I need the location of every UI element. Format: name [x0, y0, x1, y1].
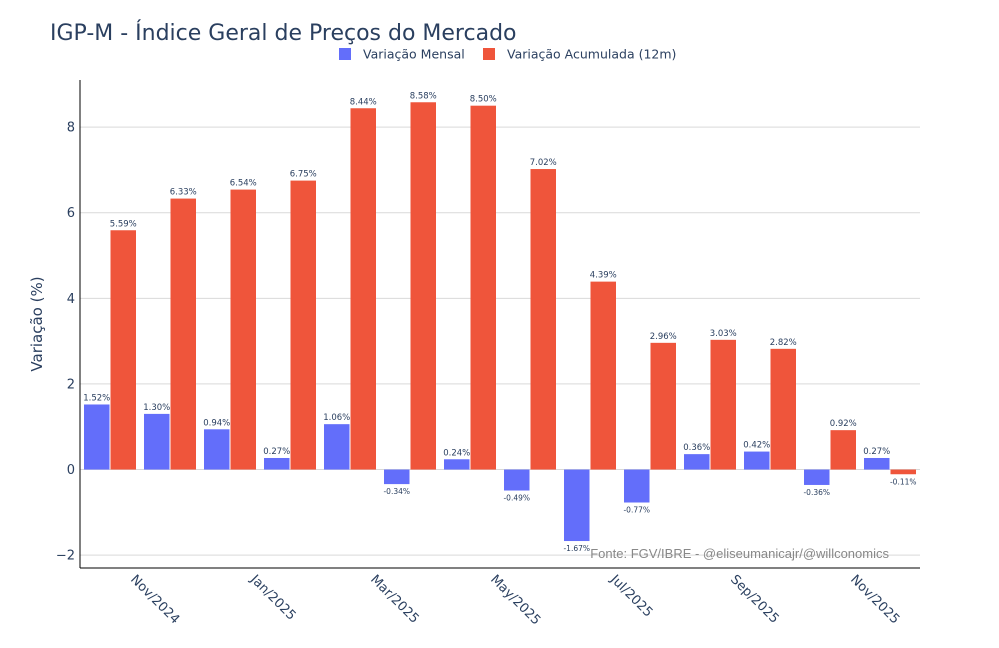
label-monthly-Jul/2025: -0.77% [623, 506, 650, 515]
label-accumulated-Sep/2025: 2.82% [770, 338, 797, 348]
bars [84, 102, 917, 542]
bar-accumulated-Nov/2025[interactable] [890, 469, 917, 475]
label-accumulated-Apr/2025: 8.50% [470, 95, 497, 105]
y-tick-label: 0 [67, 463, 75, 478]
y-axis-label: Variação (%) [28, 276, 46, 371]
label-accumulated-Jan/2025: 6.75% [290, 170, 317, 180]
label-accumulated-Oct/2025: 0.92% [830, 419, 857, 429]
legend-swatch-monthly [339, 48, 351, 60]
label-accumulated-Nov/2025: -0.11% [890, 477, 917, 486]
label-accumulated-Feb/2025: 8.44% [350, 97, 377, 107]
y-tick-label: −2 [56, 549, 75, 564]
bar-monthly-Feb/2025[interactable] [324, 424, 350, 470]
bar-monthly-Oct/2025[interactable] [804, 469, 830, 485]
x-axis-ticks: Nov/2024 Jan/2025 Mar/2025 May/2025 Jul/2025… [127, 572, 902, 629]
legend-item-monthly[interactable]: Variação Mensal [339, 47, 465, 62]
legend-item-accumulated[interactable]: Variação Acumulada (12m) [483, 47, 676, 62]
x-tick-label: Nov/2024 [127, 572, 182, 627]
y-tick-label: 2 [67, 377, 75, 392]
label-monthly-Apr/2025: 0.24% [443, 448, 470, 458]
bar-accumulated-Dec/2024[interactable] [230, 189, 257, 470]
label-accumulated-Nov/2024: 6.33% [170, 188, 197, 198]
data-labels: 1.52% 5.59% 1.30% 6.33% 0.94% 6.54% 0.27% 6.75%… [83, 91, 916, 553]
bar-accumulated-Nov/2024[interactable] [170, 198, 197, 470]
chart-title: IGP-M - Índice Geral de Preços do Mercad… [50, 20, 517, 46]
bar-accumulated-Apr/2025[interactable] [470, 105, 497, 470]
bar-accumulated-Mar/2025[interactable] [410, 102, 437, 470]
bar-accumulated-Aug/2025[interactable] [710, 339, 737, 470]
label-monthly-Oct/2024: 1.52% [83, 393, 110, 403]
bar-accumulated-Oct/2025[interactable] [830, 430, 857, 470]
bar-accumulated-Oct/2024[interactable] [110, 230, 137, 470]
legend-label-accumulated: Variação Acumulada (12m) [507, 47, 676, 62]
bar-monthly-Nov/2024[interactable] [144, 413, 170, 470]
bar-monthly-Aug/2025[interactable] [684, 454, 710, 470]
label-monthly-Sep/2025: 0.42% [743, 441, 770, 451]
legend[interactable]: Variação Mensal Variação Acumulada (12m) [339, 47, 676, 62]
source-annotation: Fonte: FGV/IBRE - @eliseumanicajr/@willc… [590, 546, 889, 561]
bar-monthly-Mar/2025[interactable] [384, 469, 410, 485]
label-monthly-Jan/2025: 0.27% [263, 447, 290, 457]
label-accumulated-Mar/2025: 8.58% [410, 91, 437, 101]
bar-monthly-Apr/2025[interactable] [444, 459, 470, 470]
legend-swatch-accumulated [483, 48, 495, 60]
label-monthly-Nov/2024: 1.30% [143, 403, 170, 413]
x-tick-label: Mar/2025 [367, 572, 421, 626]
label-accumulated-Jul/2025: 2.96% [650, 332, 677, 342]
y-tick-label: 6 [67, 206, 75, 221]
bar-monthly-May/2025[interactable] [504, 469, 530, 491]
bar-accumulated-Sep/2025[interactable] [770, 348, 797, 470]
bar-monthly-Jan/2025[interactable] [264, 457, 290, 470]
axes [79, 80, 920, 569]
y-tick-label: 4 [67, 292, 75, 307]
bar-monthly-Nov/2025[interactable] [864, 457, 890, 470]
label-monthly-Nov/2025: 0.27% [863, 447, 890, 457]
label-accumulated-Dec/2024: 6.54% [230, 179, 257, 189]
bar-accumulated-Jun/2025[interactable] [590, 281, 617, 470]
label-accumulated-Jun/2025: 4.39% [590, 271, 617, 281]
bar-accumulated-Feb/2025[interactable] [350, 108, 377, 470]
label-accumulated-May/2025: 7.02% [530, 158, 557, 168]
bar-monthly-Sep/2025[interactable] [744, 451, 770, 470]
bar-monthly-Oct/2024[interactable] [84, 404, 110, 470]
bar-accumulated-Jan/2025[interactable] [290, 180, 317, 470]
label-monthly-Oct/2025: -0.36% [803, 488, 830, 497]
label-monthly-Dec/2024: 0.94% [203, 418, 230, 428]
bar-accumulated-May/2025[interactable] [530, 169, 557, 470]
label-monthly-Feb/2025: 1.06% [323, 413, 350, 423]
x-tick-label: Jan/2025 [246, 572, 298, 624]
bar-accumulated-Jul/2025[interactable] [650, 342, 677, 470]
y-tick-label: 8 [67, 121, 75, 136]
label-monthly-May/2025: -0.49% [503, 494, 530, 503]
label-accumulated-Oct/2024: 5.59% [110, 219, 137, 229]
x-tick-label: Sep/2025 [727, 572, 781, 626]
x-tick-label: Jul/2025 [606, 572, 655, 621]
x-tick-label: May/2025 [487, 572, 543, 628]
legend-label-monthly: Variação Mensal [363, 47, 465, 62]
label-monthly-Jun/2025: -1.67% [563, 544, 590, 553]
label-monthly-Aug/2025: 0.36% [683, 443, 710, 453]
bar-monthly-Jun/2025[interactable] [564, 469, 590, 542]
x-tick-label: Nov/2025 [847, 572, 902, 627]
label-accumulated-Aug/2025: 3.03% [710, 329, 737, 339]
label-monthly-Mar/2025: -0.34% [383, 487, 410, 496]
bar-monthly-Jul/2025[interactable] [624, 469, 650, 503]
y-axis-ticks: −2 0 2 4 6 8 [56, 121, 75, 564]
bar-monthly-Dec/2024[interactable] [204, 429, 230, 470]
